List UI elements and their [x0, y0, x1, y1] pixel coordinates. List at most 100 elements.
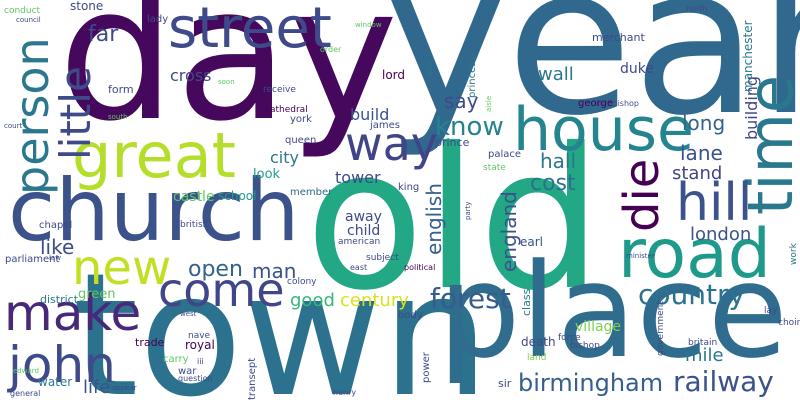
word: court	[4, 122, 22, 130]
word: build	[350, 105, 389, 124]
word: old	[305, 106, 602, 333]
word: cross	[170, 66, 211, 85]
word: receive	[263, 85, 296, 95]
word: district	[40, 293, 79, 306]
word: conduct	[4, 6, 41, 16]
word: palace	[488, 149, 521, 160]
word: day	[58, 0, 398, 162]
word: appear	[112, 384, 137, 392]
word: east	[350, 263, 367, 272]
word: building	[742, 76, 761, 140]
word: iii	[197, 357, 204, 366]
word: london	[690, 224, 751, 245]
word: english	[422, 183, 446, 255]
word: green	[78, 287, 116, 302]
word: birmingham	[518, 369, 663, 397]
word: american	[338, 237, 380, 247]
word: cost	[530, 171, 576, 196]
word: prince	[435, 136, 470, 149]
word: parliament	[5, 254, 60, 265]
word: say	[444, 89, 479, 113]
word: hill	[676, 173, 752, 233]
word: james	[369, 120, 400, 131]
word: north	[686, 4, 707, 13]
word: form	[108, 83, 134, 96]
word: general	[10, 389, 40, 398]
word: city	[270, 148, 299, 167]
word: york	[290, 114, 312, 125]
word: town	[72, 237, 489, 400]
word: choir	[778, 318, 800, 328]
word: minister	[626, 252, 655, 260]
word: edward	[13, 367, 39, 375]
word: work	[789, 242, 799, 265]
word: wall	[538, 64, 574, 85]
word: open	[188, 257, 243, 282]
word: sea	[425, 62, 434, 76]
word: bishop	[570, 341, 600, 351]
word: new	[72, 240, 171, 296]
word: know	[435, 112, 504, 142]
word: queen	[285, 135, 316, 146]
word: house	[513, 95, 694, 165]
word: lay	[764, 306, 778, 316]
word: forest	[430, 282, 511, 315]
word: west	[180, 310, 197, 318]
word: south	[108, 113, 128, 121]
word: trade	[135, 336, 165, 349]
word: colony	[287, 277, 317, 287]
word: long	[682, 111, 725, 135]
word: come	[158, 263, 285, 317]
word: window	[355, 21, 382, 29]
word: place	[438, 235, 788, 387]
word: lane	[680, 141, 723, 165]
word: time	[734, 75, 800, 215]
word: away	[345, 209, 382, 225]
word: henry	[333, 388, 356, 397]
word: king	[398, 182, 419, 193]
word: member	[290, 187, 333, 198]
word: earl	[520, 235, 543, 249]
word: manchester	[741, 20, 755, 92]
word: carry	[163, 354, 189, 365]
word: council	[16, 16, 41, 24]
word: law	[49, 254, 61, 262]
word: school	[218, 189, 256, 203]
word: state	[483, 163, 506, 173]
word: order	[320, 45, 342, 54]
word: chapel	[39, 220, 72, 231]
word: child	[347, 223, 380, 239]
word: subject	[366, 253, 399, 263]
word: cathedral	[265, 105, 308, 115]
word: lady	[147, 14, 168, 25]
word: road	[618, 215, 771, 294]
word: government	[656, 301, 666, 356]
word: look	[253, 167, 281, 182]
word: great	[72, 119, 236, 192]
word: land	[527, 353, 546, 363]
word: transept	[247, 358, 258, 400]
word: death	[521, 335, 556, 349]
word: war	[178, 366, 197, 377]
word: way	[345, 117, 438, 171]
word: stone	[70, 0, 103, 13]
word: man	[252, 259, 296, 283]
word: aisle	[485, 96, 493, 112]
word: england	[497, 191, 521, 272]
word: class	[520, 288, 533, 316]
word: britain	[688, 338, 717, 348]
word: railway	[673, 365, 774, 398]
word: little	[51, 66, 100, 160]
word: body	[398, 310, 423, 321]
word: hall	[540, 149, 576, 173]
word: stand	[672, 163, 722, 184]
word: john	[7, 336, 116, 394]
word: nave	[188, 331, 211, 341]
word: sir	[498, 377, 512, 390]
word: life	[83, 377, 110, 398]
word: good	[290, 290, 335, 311]
word: force	[558, 333, 581, 343]
word: princess	[467, 56, 478, 98]
word: power	[421, 351, 432, 383]
